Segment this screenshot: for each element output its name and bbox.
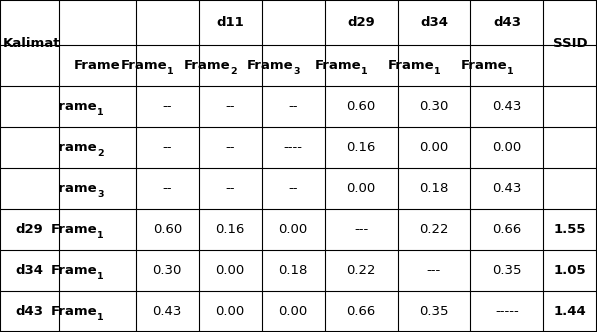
Text: --: -- bbox=[288, 100, 298, 113]
Text: ---: --- bbox=[427, 264, 441, 277]
Text: Frame: Frame bbox=[387, 59, 434, 72]
Text: 2: 2 bbox=[97, 149, 104, 158]
Text: --: -- bbox=[288, 182, 298, 195]
Text: SSID: SSID bbox=[553, 37, 587, 49]
Text: 1: 1 bbox=[97, 272, 104, 281]
Text: 0.16: 0.16 bbox=[346, 141, 376, 154]
Bar bbox=[544, 87, 596, 208]
Text: 1.05: 1.05 bbox=[554, 264, 586, 277]
Text: Frame: Frame bbox=[51, 305, 97, 318]
Text: 0.66: 0.66 bbox=[346, 305, 376, 318]
Text: d34: d34 bbox=[16, 264, 44, 277]
Text: 2: 2 bbox=[230, 67, 237, 76]
Text: d11: d11 bbox=[16, 141, 43, 154]
Text: --: -- bbox=[162, 100, 172, 113]
Text: Frame: Frame bbox=[247, 59, 293, 72]
Text: 0.00: 0.00 bbox=[279, 305, 308, 318]
Text: 0.35: 0.35 bbox=[492, 264, 522, 277]
Text: Frame: Frame bbox=[51, 100, 97, 113]
Text: 0.00: 0.00 bbox=[346, 182, 376, 195]
Text: Kalimat: Kalimat bbox=[3, 37, 60, 49]
Text: 0.60: 0.60 bbox=[346, 100, 376, 113]
Text: 0.35: 0.35 bbox=[419, 305, 449, 318]
Text: Frame: Frame bbox=[51, 182, 97, 195]
Text: 1: 1 bbox=[97, 313, 104, 322]
Text: 3: 3 bbox=[293, 67, 300, 76]
Text: 0.00: 0.00 bbox=[216, 305, 245, 318]
Text: --: -- bbox=[226, 100, 235, 113]
Text: --: -- bbox=[226, 182, 235, 195]
Text: --: -- bbox=[162, 141, 172, 154]
Text: ----: ---- bbox=[284, 141, 303, 154]
Text: 0.00: 0.00 bbox=[493, 141, 522, 154]
Text: 1.55: 1.55 bbox=[554, 223, 586, 236]
Text: 0.22: 0.22 bbox=[346, 264, 376, 277]
Text: --: -- bbox=[162, 182, 172, 195]
Text: 0.16: 0.16 bbox=[216, 223, 245, 236]
Text: d11: d11 bbox=[216, 16, 244, 29]
Text: 3: 3 bbox=[97, 190, 104, 199]
Text: d29: d29 bbox=[347, 16, 375, 29]
Text: Frame: Frame bbox=[121, 59, 167, 72]
Text: Frame: Frame bbox=[184, 59, 230, 72]
Text: 0.43: 0.43 bbox=[492, 182, 522, 195]
Text: 0.22: 0.22 bbox=[419, 223, 449, 236]
Text: 0.66: 0.66 bbox=[493, 223, 522, 236]
Text: 0.43: 0.43 bbox=[492, 100, 522, 113]
Text: 1: 1 bbox=[167, 67, 174, 76]
Text: 1: 1 bbox=[97, 108, 104, 117]
Text: Frame: Frame bbox=[460, 59, 507, 72]
Text: 0.18: 0.18 bbox=[419, 182, 449, 195]
Text: 0.00: 0.00 bbox=[419, 141, 448, 154]
Text: -----: ----- bbox=[495, 305, 519, 318]
Text: ---: --- bbox=[354, 223, 368, 236]
Text: 0.43: 0.43 bbox=[153, 305, 182, 318]
Text: 0.30: 0.30 bbox=[419, 100, 449, 113]
Text: 1: 1 bbox=[97, 231, 104, 240]
Text: Frame: Frame bbox=[51, 141, 97, 154]
Text: 0.00: 0.00 bbox=[279, 223, 308, 236]
Text: 1: 1 bbox=[361, 67, 368, 76]
Text: 1.44: 1.44 bbox=[554, 305, 587, 318]
Text: --: -- bbox=[226, 141, 235, 154]
Text: Frame: Frame bbox=[51, 223, 97, 236]
Text: 0.00: 0.00 bbox=[216, 264, 245, 277]
Text: 1.67: 1.67 bbox=[554, 141, 586, 154]
Text: Frame: Frame bbox=[74, 59, 121, 72]
Text: 1: 1 bbox=[434, 67, 441, 76]
Text: 0.18: 0.18 bbox=[278, 264, 308, 277]
Text: d34: d34 bbox=[420, 16, 448, 29]
Text: Frame: Frame bbox=[315, 59, 361, 72]
Text: Frame: Frame bbox=[51, 264, 97, 277]
Text: 0.30: 0.30 bbox=[153, 264, 182, 277]
Text: d43: d43 bbox=[493, 16, 521, 29]
Text: d29: d29 bbox=[16, 223, 43, 236]
Text: 1: 1 bbox=[507, 67, 513, 76]
Text: 0.60: 0.60 bbox=[153, 223, 182, 236]
Text: d11: d11 bbox=[16, 141, 43, 154]
Text: 1.67: 1.67 bbox=[554, 141, 586, 154]
Text: d43: d43 bbox=[16, 305, 44, 318]
Bar bbox=[1, 87, 58, 208]
